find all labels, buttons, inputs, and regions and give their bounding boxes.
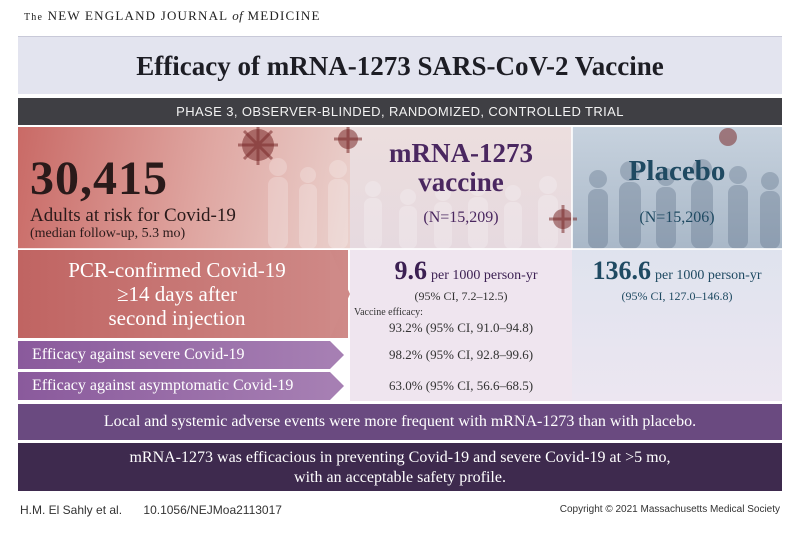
vaccine-incidence-unit: per 1000 person-yr <box>430 268 538 283</box>
vaccine-arm-title: mRNA-1273 vaccine <box>350 139 572 197</box>
citation: H.M. El Sahly et al. 10.1056/NEJMoa21130… <box>20 503 282 517</box>
arm-divider <box>571 127 573 249</box>
vaccine-incidence-value: 9.6 <box>394 256 427 285</box>
enrollment-label: Adults at risk for Covid-19 <box>30 205 236 226</box>
secondary-value-asymptomatic: 63.0% (95% CI, 56.6–68.5) <box>388 378 534 393</box>
trial-design-bar: PHASE 3, OBSERVER-BLINDED, RANDOMIZED, C… <box>18 98 782 125</box>
primary-endpoint-line2: ≥14 days after <box>117 282 237 306</box>
primary-endpoint-label: PCR-confirmed Covid-19 ≥14 days after se… <box>18 258 336 330</box>
adverse-events-banner: Local and systemic adverse events were m… <box>18 404 782 440</box>
vaccine-incidence: 9.6 per 1000 person-yr <box>360 256 572 286</box>
placebo-results-background <box>572 249 782 401</box>
placebo-arm-n: (N=15,206) <box>639 209 715 226</box>
primary-endpoint-arrow <box>330 250 350 338</box>
enrollment-count: 30,415 <box>30 152 168 205</box>
placebo-background <box>572 127 782 249</box>
vaccine-arm-n: (N=15,209) <box>423 209 499 226</box>
primary-endpoint-line3: second injection <box>108 306 246 330</box>
journal-name-part2: MEDICINE <box>247 8 321 23</box>
citation-doi[interactable]: 10.1056/NEJMoa2113017 <box>143 503 282 517</box>
primary-endpoint-box <box>18 250 348 338</box>
vaccine-results-background <box>350 249 572 401</box>
copyright: Copyright © 2021 Massachusetts Medical S… <box>559 504 780 515</box>
placebo-arm-title: Placebo <box>628 155 726 187</box>
vaccine-incidence-ci: (95% CI, 7.2–12.5) <box>414 289 508 303</box>
citation-authors: H.M. El Sahly et al. <box>20 503 123 517</box>
secondary-label-asymptomatic: Efficacy against asymptomatic Covid-19 <box>32 377 294 394</box>
results-panel: 30,415 Adults at risk for Covid-19 (medi… <box>18 127 782 401</box>
vaccine-efficacy-label: Vaccine efficacy: <box>354 307 423 318</box>
conclusion-line2: with an acceptable safety profile. <box>294 469 506 486</box>
secondary-row-severe: Efficacy against severe Covid-19 <box>18 341 350 369</box>
crowd-virus-illustration <box>238 127 780 249</box>
row-arrow <box>330 372 344 400</box>
enrollment-followup: (median follow-up, 5.3 mo) <box>30 226 186 241</box>
section-divider <box>18 248 782 250</box>
enrollment-background <box>18 127 350 249</box>
conclusion-line1: mRNA-1273 was efficacious in preventing … <box>129 449 671 466</box>
row-background <box>18 341 330 369</box>
primary-endpoint-line1: PCR-confirmed Covid-19 <box>68 258 286 282</box>
title-box: Efficacy of mRNA-1273 SARS-CoV-2 Vaccine <box>18 36 782 94</box>
placebo-incidence: 136.6 per 1000 person-yr <box>572 256 782 286</box>
vaccine-name-line2: vaccine <box>418 167 504 197</box>
secondary-row-asymptomatic: Efficacy against asymptomatic Covid-19 <box>18 372 350 400</box>
journal-prefix: The <box>24 12 44 23</box>
journal-name-part1: NEW ENGLAND JOURNAL <box>47 8 228 23</box>
placebo-incidence-unit: per 1000 person-yr <box>654 268 762 283</box>
secondary-value-severe: 98.2% (95% CI, 92.8–99.6) <box>388 347 534 362</box>
page-title: Efficacy of mRNA-1273 SARS-CoV-2 Vaccine <box>136 51 664 81</box>
vaccine-efficacy-value: 93.2% (95% CI, 91.0–94.8) <box>388 320 534 335</box>
row-arrow <box>330 341 344 369</box>
journal-masthead: The NEW ENGLAND JOURNAL of MEDICINE <box>24 8 321 24</box>
placebo-incidence-ci: (95% CI, 127.0–146.8) <box>621 289 733 303</box>
row-background <box>18 372 330 400</box>
secondary-label-severe: Efficacy against severe Covid-19 <box>32 346 245 363</box>
vaccine-background <box>350 127 572 249</box>
journal-name-of: of <box>232 8 244 23</box>
placebo-incidence-value: 136.6 <box>592 256 651 285</box>
conclusion-banner: mRNA-1273 was efficacious in preventing … <box>18 443 782 491</box>
vaccine-name-line1: mRNA-1273 <box>389 138 533 168</box>
